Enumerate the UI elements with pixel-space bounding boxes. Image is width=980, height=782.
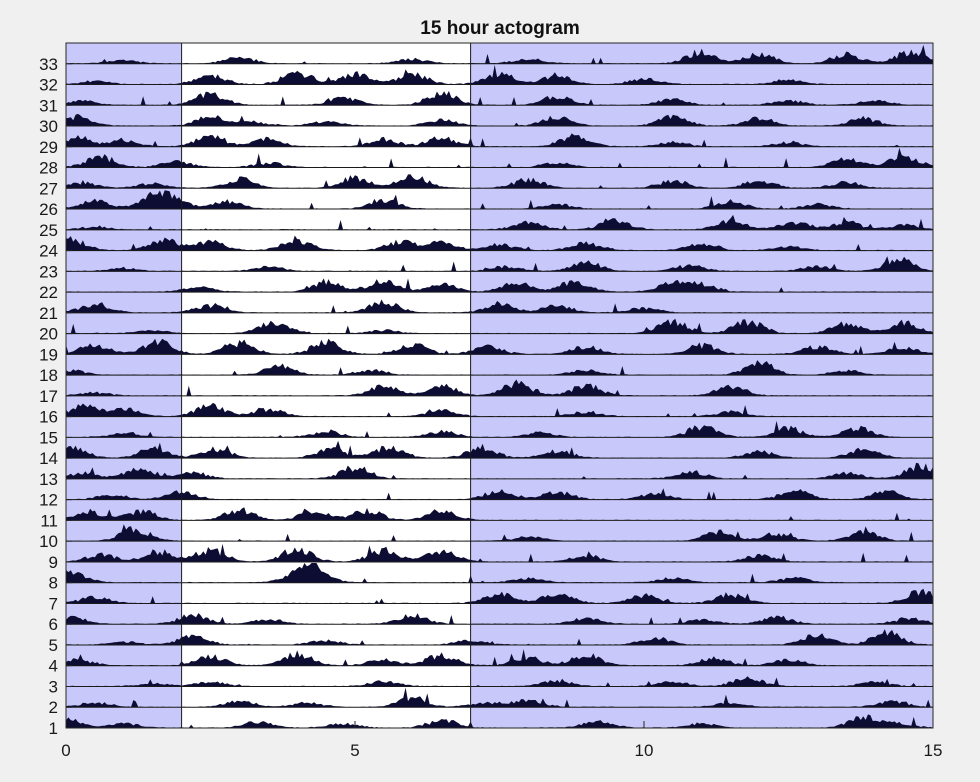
activity-trace-day-14 [66,440,933,459]
activity-trace-day-33 [66,44,933,64]
activity-trace-day-32 [66,64,933,85]
y-tick-label: 14 [39,449,58,468]
y-tick-label: 6 [49,615,58,634]
activity-trace-day-13 [66,462,933,479]
activity-trace-day-3 [66,676,933,687]
activity-trace-day-7 [66,588,933,604]
y-tick-label: 24 [39,242,58,261]
activity-trace-day-31 [66,90,933,106]
activity-trace-day-12 [66,488,933,500]
activity-trace-day-23 [66,256,933,272]
activity-trace-day-20 [66,318,933,334]
activity-trace-day-18 [66,360,933,376]
activity-trace-day-1 [66,714,933,728]
x-tick-label: 0 [61,741,70,760]
activity-trace-day-4 [66,649,933,666]
activity-trace-day-9 [66,543,933,562]
activity-trace-day-15 [66,420,933,438]
y-tick-label: 1 [49,719,58,738]
y-tick-label: 30 [39,117,58,136]
y-tick-label: 3 [49,677,58,696]
plot-area: 1234567891011121314151617181920212223242… [39,42,943,760]
y-tick-label: 2 [49,698,58,717]
activity-trace-day-29 [66,133,933,147]
y-tick-label: 33 [39,55,58,74]
y-tick-label: 21 [39,304,58,323]
y-tick-label: 8 [49,574,58,593]
y-tick-label: 7 [49,594,58,613]
y-tick-label: 31 [39,96,58,115]
y-tick-label: 15 [39,428,58,447]
activity-trace-day-2 [66,687,933,708]
y-tick-label: 10 [39,532,58,551]
y-tick-label: 23 [39,262,58,281]
x-tick-label: 5 [350,741,359,760]
y-tick-label: 13 [39,470,58,489]
chart-title: 15 hour actogram [420,18,579,39]
y-tick-label: 17 [39,387,58,406]
x-tick-label: 15 [924,741,943,760]
y-tick-label: 29 [39,138,58,157]
activity-trace-day-28 [66,147,933,168]
y-tick-label: 27 [39,179,58,198]
activity-trace-day-26 [66,190,933,210]
y-tick-label: 9 [49,553,58,572]
activity-trace-day-22 [66,278,933,293]
activity-trace-day-11 [66,507,933,521]
activity-trace-day-19 [66,338,933,355]
activity-trace-day-27 [66,174,933,189]
dark-period-shade [66,43,182,728]
y-tick-label: 26 [39,200,58,219]
y-tick-label: 18 [39,366,58,385]
activity-trace-day-10 [66,524,933,542]
x-tick-label: 10 [635,741,654,760]
activity-trace-day-6 [66,613,933,625]
activity-trace-day-17 [66,379,933,396]
activity-trace-day-16 [66,402,933,417]
y-tick-label: 16 [39,408,58,427]
activity-trace-day-30 [66,113,933,127]
y-tick-label: 22 [39,283,58,302]
activity-trace-day-21 [66,299,933,313]
y-tick-label: 28 [39,159,58,178]
axes-frame [65,42,934,729]
y-tick-label: 4 [49,657,58,676]
y-tick-label: 20 [39,325,58,344]
y-tick-label: 5 [49,636,58,655]
y-tick-label: 11 [40,511,58,530]
y-tick-label: 19 [39,345,58,364]
dark-period-shade [470,43,933,728]
activity-trace-day-5 [66,629,933,645]
y-tick-label: 25 [39,221,58,240]
y-tick-label: 32 [39,76,58,95]
y-tick-label: 12 [39,491,58,510]
activity-trace-day-25 [66,214,933,230]
activity-trace-day-24 [66,235,933,251]
